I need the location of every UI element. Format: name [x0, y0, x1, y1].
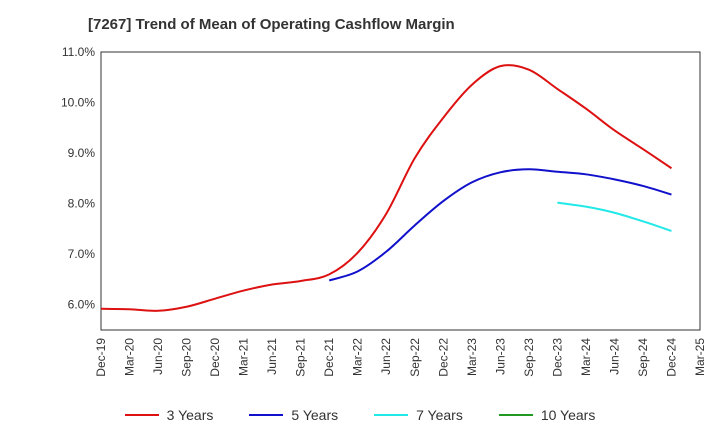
legend-swatch [124, 414, 159, 416]
legend-swatch [249, 414, 284, 416]
x-tick-label: Sep-24 [636, 338, 650, 377]
legend-swatch [498, 414, 533, 416]
chart-title: [7267] Trend of Mean of Operating Cashfl… [88, 16, 455, 33]
legend-label: 10 Years [540, 407, 596, 423]
x-tick-label: Dec-24 [664, 338, 678, 377]
tick-layer: 6.0% 7.0% 8.0% 9.0% 10.0% 11.0% Dec-19 Mar-20 Ju… [61, 45, 707, 377]
y-tick-label: 11.0% [62, 45, 95, 59]
y-tick-label: 9.0% [68, 146, 96, 160]
x-tick-label: Dec-22 [436, 338, 450, 377]
x-tick-label: Sep-21 [294, 338, 308, 377]
series-line-7-years [557, 201, 672, 232]
series-line-3-years [100, 64, 673, 312]
x-tick-label: Jun-20 [151, 338, 165, 375]
legend-label: 7 Years [416, 407, 463, 423]
legend-item-5-years: 5 Years [249, 405, 338, 425]
y-tick-label: 6.0% [68, 298, 96, 312]
y-tick-label: 10.0% [61, 96, 95, 110]
x-tick-label: Mar-21 [237, 338, 251, 376]
x-tick-label: Dec-23 [550, 338, 564, 377]
legend-item-10-years: 10 Years [498, 405, 596, 425]
x-tick-label: Jun-21 [265, 338, 279, 375]
x-tick-label: Dec-19 [94, 338, 108, 377]
legend-item-3-years: 3 Years [124, 405, 214, 425]
plot-frame [100, 51, 701, 331]
x-tick-label: Mar-20 [123, 338, 137, 376]
legend: 3 Years 5 Years 7 Years 10 Years [0, 405, 720, 425]
x-tick-label: Mar-22 [351, 338, 365, 376]
legend-item-7-years: 7 Years [374, 405, 463, 425]
x-tick-label: Mar-25 [693, 338, 707, 376]
y-tick-label: 8.0% [68, 197, 96, 211]
x-tick-label: Jun-22 [379, 338, 393, 375]
legend-swatch [374, 414, 409, 416]
series-layer [100, 64, 673, 312]
x-tick-label: Dec-21 [322, 338, 336, 377]
x-tick-label: Mar-24 [579, 338, 593, 376]
x-tick-label: Mar-23 [465, 338, 479, 376]
legend-label: 5 Years [291, 407, 339, 423]
x-tick-label: Sep-23 [522, 338, 536, 377]
x-tick-label: Jun-23 [493, 338, 507, 375]
axis-layer [100, 51, 701, 331]
x-tick-label: Sep-22 [408, 338, 422, 377]
x-tick-label: Dec-20 [208, 338, 222, 377]
legend-label: 3 Years [166, 407, 214, 423]
x-tick-label: Jun-24 [607, 338, 621, 375]
series-line-5-years [328, 168, 672, 282]
y-tick-label: 7.0% [68, 247, 96, 261]
x-tick-label: Sep-20 [180, 338, 194, 377]
